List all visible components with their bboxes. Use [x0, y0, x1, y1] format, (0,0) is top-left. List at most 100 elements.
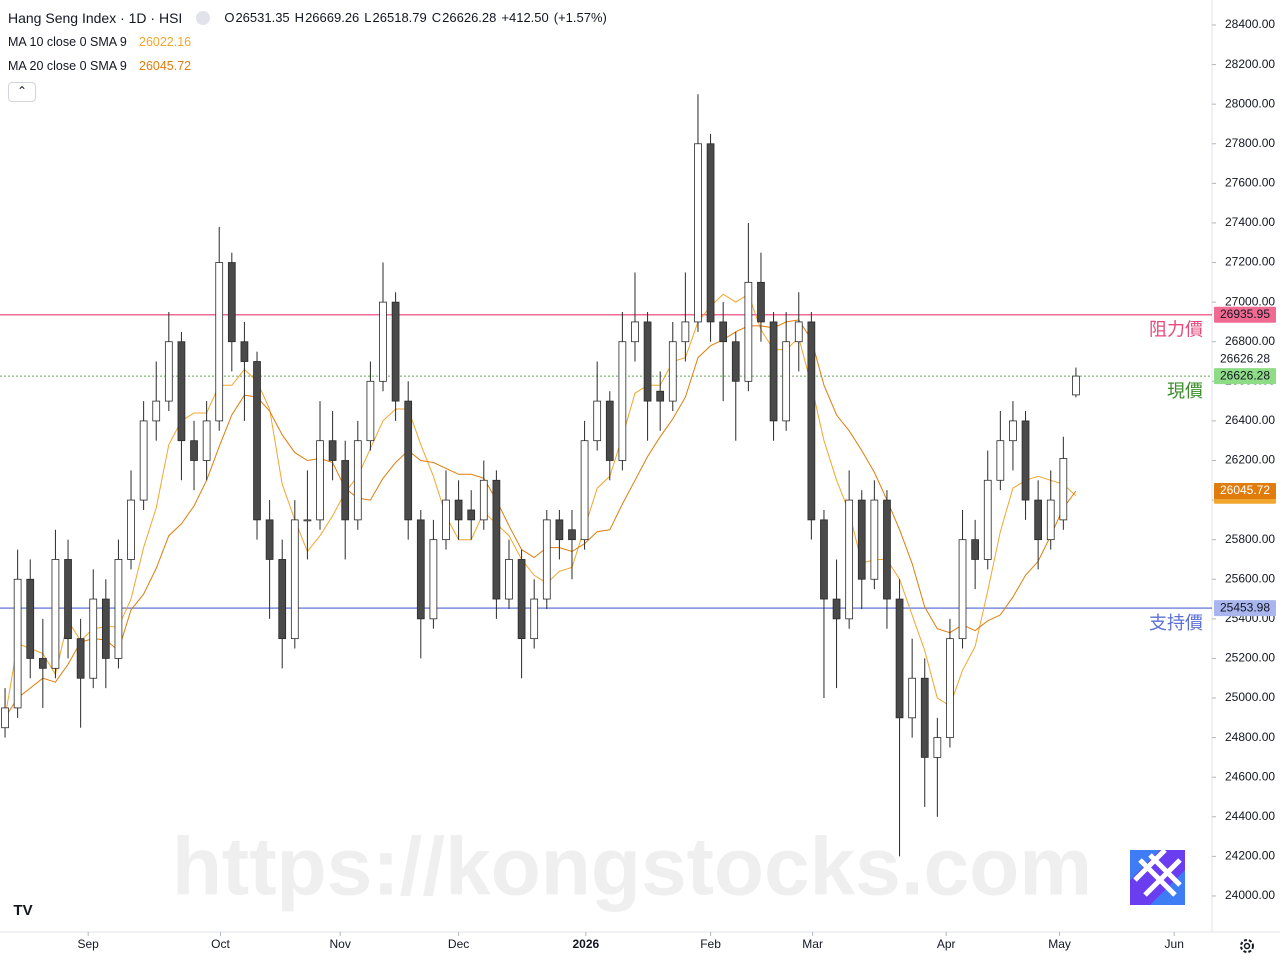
candle-body: [631, 321, 639, 343]
level-label: 現價: [1167, 381, 1203, 401]
x-tick-label: Nov: [329, 937, 350, 951]
candle-body: [202, 420, 211, 461]
legend-panel: Hang Seng Index · 1D · HSI O 26531.35 H 266…: [8, 6, 612, 102]
logo: [1130, 848, 1185, 905]
last-price-bg: [1214, 351, 1276, 368]
y-tick-label: 27600.00: [1225, 176, 1275, 190]
price-badge-label: 26626.28: [1220, 368, 1270, 382]
collapse-button[interactable]: ⌃: [8, 82, 36, 102]
y-tick-label: 28400.00: [1225, 17, 1275, 31]
legend-value: 26022.16: [139, 35, 192, 49]
candle-body: [278, 559, 287, 640]
candle-body: [64, 559, 72, 640]
candle-body: [605, 400, 614, 461]
candle-body: [983, 479, 992, 560]
x-tick-label: Dec: [448, 937, 469, 951]
y-tick-label: 25000.00: [1225, 690, 1275, 704]
candle-body: [769, 321, 778, 422]
legend-name: MA 20 close 0 SMA 9: [8, 59, 127, 73]
x-tick-label: May: [1048, 937, 1071, 951]
legend-name: MA 10 close 0 SMA 9: [8, 35, 127, 49]
candle-body: [933, 737, 942, 758]
y-tick-label: 26800.00: [1225, 334, 1275, 348]
candle-body: [1009, 420, 1017, 442]
candle-body: [51, 559, 60, 669]
y-tick-label: 27200.00: [1225, 255, 1275, 269]
candle-body: [568, 529, 576, 541]
candle-body: [454, 499, 463, 521]
candle-body: [1, 707, 9, 729]
candle-body: [290, 519, 299, 640]
candle-body: [303, 519, 312, 522]
quote-value: 26626.28: [442, 10, 497, 25]
last-price-label: 26626.28: [1220, 351, 1270, 365]
candle-body: [719, 321, 728, 343]
candle-body: [38, 658, 47, 669]
candle-body: [845, 499, 854, 620]
tv-logo: TV: [13, 902, 32, 919]
candle-body: [341, 460, 350, 521]
candle-body: [857, 499, 866, 580]
candle-body: [593, 400, 602, 442]
candle-body: [13, 578, 22, 709]
candle-body: [164, 341, 173, 402]
change-percent: (+1.57%): [553, 10, 607, 25]
x-tick-label: Mar: [802, 937, 823, 951]
title-row: Hang Seng Index · 1D · HSI O 26531.35 H 266…: [8, 6, 612, 30]
candle-body: [316, 440, 324, 521]
candle-body: [101, 598, 110, 659]
candle-body: [429, 539, 438, 620]
candle-body: [668, 341, 677, 402]
quote-label: H: [294, 10, 305, 25]
candle-body: [152, 400, 161, 422]
y-tick-label: 27400.00: [1225, 215, 1275, 229]
y-tick-label: 24000.00: [1225, 888, 1275, 902]
legend-entry[interactable]: MA 20 close 0 SMA 9 26045.72: [8, 54, 612, 78]
legend-entry[interactable]: MA 10 close 0 SMA 9 26022.16: [8, 30, 612, 54]
candle-body: [89, 598, 98, 679]
price-badge-label: 26935.95: [1220, 307, 1270, 321]
candle-body: [744, 281, 753, 382]
quote-label: L: [364, 10, 372, 25]
candle-body: [706, 143, 715, 323]
candle-body: [832, 598, 841, 620]
candle-body: [505, 559, 513, 600]
candle-body: [694, 143, 702, 323]
candle-body: [366, 380, 375, 442]
candle-body: [1072, 375, 1080, 396]
candle-body: [996, 440, 1005, 481]
candle-body: [782, 341, 791, 422]
candle-body: [190, 440, 198, 461]
price-badge: [1214, 368, 1276, 385]
candle-body: [442, 499, 450, 541]
candle-body: [580, 440, 589, 541]
candle-body: [1021, 420, 1030, 501]
y-tick-label: 28200.00: [1225, 57, 1275, 71]
candle-body: [530, 598, 539, 640]
price-badge: [1214, 306, 1276, 323]
candle-body: [416, 519, 425, 620]
y-tick-label: 24600.00: [1225, 769, 1275, 783]
level-label: 支持價: [1149, 613, 1203, 633]
candle-body: [807, 321, 816, 521]
price-badge: [1214, 600, 1276, 617]
status-icon[interactable]: [196, 11, 211, 25]
candle-body: [908, 677, 917, 719]
candle-body: [26, 578, 35, 659]
candle-body: [794, 321, 803, 343]
y-tick-label: 25200.00: [1225, 651, 1275, 665]
settings-icon[interactable]: [1240, 939, 1254, 953]
candle-body: [517, 559, 526, 640]
candle-body: [870, 499, 879, 580]
x-tick-label: Sep: [78, 937, 100, 951]
candle-body: [265, 519, 274, 560]
x-tick-label: Feb: [700, 937, 721, 951]
candle-body: [643, 321, 652, 402]
candle-body: [895, 598, 904, 719]
candle-body: [681, 321, 690, 343]
y-tick-label: 24200.00: [1225, 849, 1275, 863]
y-tick-label: 24800.00: [1225, 730, 1275, 744]
quote-value: 26518.79: [372, 10, 427, 25]
